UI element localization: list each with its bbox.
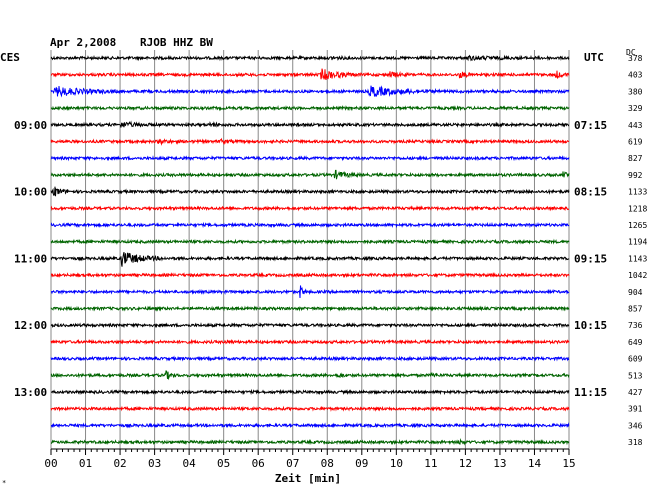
trace-row-4 bbox=[50, 120, 570, 129]
x-tick-label: 02 bbox=[113, 457, 126, 470]
dc-value: 1265 bbox=[628, 221, 647, 230]
trace-row-23 bbox=[50, 438, 570, 446]
dc-value: 378 bbox=[628, 54, 643, 63]
trace-row-12 bbox=[50, 251, 570, 267]
dc-value: 318 bbox=[628, 438, 643, 447]
left-time-label: 09:00 bbox=[14, 119, 47, 132]
trace-row-7 bbox=[50, 169, 570, 180]
trace-row-9 bbox=[50, 205, 569, 212]
x-tick-label: 14 bbox=[528, 457, 542, 470]
left-timezone-label: CES bbox=[0, 51, 20, 64]
left-time-label: 11:00 bbox=[14, 252, 47, 265]
trace-row-18 bbox=[50, 355, 570, 362]
dc-value: 346 bbox=[628, 421, 643, 430]
x-tick-label: 01 bbox=[79, 457, 92, 470]
trace-row-2 bbox=[50, 85, 570, 98]
trace-row-3 bbox=[50, 104, 570, 112]
left-time-label: 10:00 bbox=[14, 186, 47, 199]
dc-value: 1194 bbox=[628, 238, 647, 247]
traces bbox=[50, 54, 570, 446]
right-time-label: 11:15 bbox=[574, 386, 607, 399]
right-time-label: 10:15 bbox=[574, 319, 607, 332]
trace-row-0 bbox=[50, 54, 570, 62]
dc-value: 391 bbox=[628, 405, 643, 414]
trace-row-16 bbox=[50, 322, 570, 329]
trace-row-21 bbox=[50, 405, 570, 412]
trace-row-11 bbox=[50, 238, 570, 245]
dc-value: 649 bbox=[628, 338, 643, 347]
x-tick-label: 07 bbox=[286, 457, 299, 470]
dc-value: 1218 bbox=[628, 204, 647, 213]
header-date: Apr 2,2008 bbox=[50, 36, 116, 49]
dc-header-label: DC bbox=[626, 48, 636, 57]
dc-value: 513 bbox=[628, 371, 643, 380]
trace-row-10 bbox=[50, 221, 570, 229]
x-tick-label: 10 bbox=[390, 457, 403, 470]
trace-row-17 bbox=[50, 338, 570, 346]
trace-row-8 bbox=[50, 186, 570, 197]
x-tick-label: 11 bbox=[424, 457, 437, 470]
trace-row-19 bbox=[50, 370, 570, 381]
dc-value: 427 bbox=[628, 388, 643, 397]
trace-row-15 bbox=[50, 305, 570, 312]
trace-row-6 bbox=[50, 155, 570, 162]
x-tick-label: 04 bbox=[183, 457, 197, 470]
dc-value: 443 bbox=[628, 121, 643, 130]
right-time-label: 08:15 bbox=[574, 186, 607, 199]
right-timezone-label: UTC bbox=[584, 51, 604, 64]
grid bbox=[50, 50, 570, 449]
x-tick-label: 09 bbox=[355, 457, 368, 470]
dc-value: 992 bbox=[628, 171, 643, 180]
trace-row-22 bbox=[50, 422, 570, 429]
x-tick-label: 06 bbox=[252, 457, 265, 470]
right-time-labels: 07:15 08:15 09:15 10:15 11:15 bbox=[574, 119, 607, 399]
x-tick-label: 05 bbox=[217, 457, 230, 470]
corner-mark: * bbox=[2, 479, 6, 487]
dc-value: 329 bbox=[628, 104, 643, 113]
right-time-label: 09:15 bbox=[574, 252, 607, 265]
x-tick-label: 13 bbox=[493, 457, 506, 470]
trace-row-1 bbox=[50, 68, 570, 81]
trace-row-13 bbox=[50, 271, 570, 279]
dc-value-labels: 378 403 380 329 443 619 827 992 1133 1218 1265 1194… bbox=[628, 54, 647, 447]
x-axis-label: Zeit [min] bbox=[275, 472, 341, 485]
dc-value: 619 bbox=[628, 138, 643, 147]
x-axis: 00 01 02 03 04 05 06 07 08 09 10 11 12 13 14 15 bbox=[44, 448, 576, 470]
dc-value: 609 bbox=[628, 355, 643, 364]
dc-value: 380 bbox=[628, 87, 643, 96]
dc-value: 1143 bbox=[628, 254, 647, 263]
right-time-label: 07:15 bbox=[574, 119, 607, 132]
left-time-label: 13:00 bbox=[14, 386, 47, 399]
trace-row-20 bbox=[51, 388, 570, 396]
x-tick-label: 00 bbox=[44, 457, 57, 470]
trace-row-14 bbox=[51, 285, 570, 299]
dc-value: 403 bbox=[628, 71, 643, 80]
x-tick-label: 15 bbox=[562, 457, 575, 470]
dc-value: 1133 bbox=[628, 188, 647, 197]
header-station: RJOB HHZ BW bbox=[140, 36, 213, 49]
x-tick-label: 08 bbox=[321, 457, 334, 470]
dc-value: 904 bbox=[628, 288, 643, 297]
left-time-labels: 09:00 10:00 11:00 12:00 13:00 bbox=[14, 119, 47, 399]
left-time-label: 12:00 bbox=[14, 319, 47, 332]
dc-value: 736 bbox=[628, 321, 643, 330]
x-tick-label: 03 bbox=[148, 457, 161, 470]
x-tick-label: 12 bbox=[459, 457, 472, 470]
dc-value: 1042 bbox=[628, 271, 647, 280]
trace-row-5 bbox=[50, 137, 570, 146]
dc-value: 857 bbox=[628, 305, 643, 314]
dc-value: 827 bbox=[628, 154, 643, 163]
